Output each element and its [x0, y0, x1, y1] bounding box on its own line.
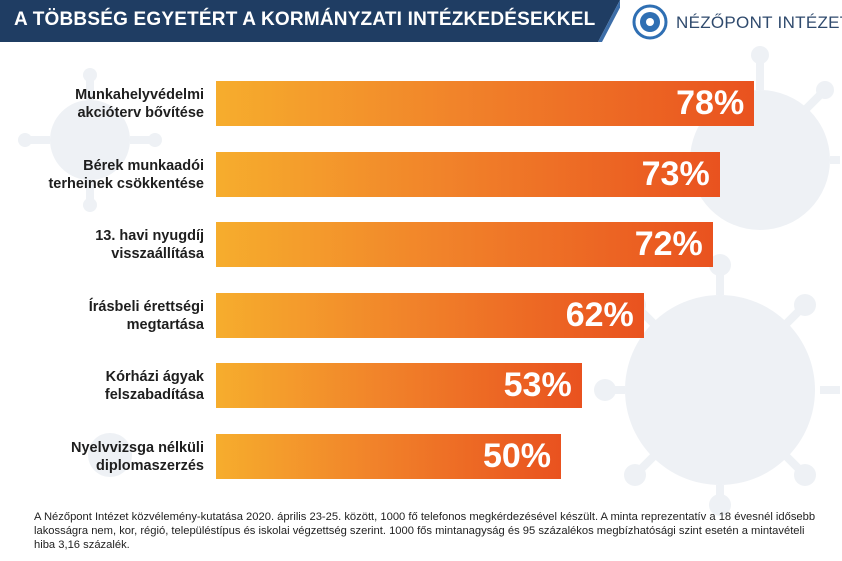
category-label: Bérek munkaadói terheinek csökkentése	[0, 157, 204, 193]
category-label-line: 13. havi nyugdíj	[95, 228, 204, 244]
footnote: A Nézőpont Intézet közvélemény-kutatása …	[34, 511, 816, 551]
nezopont-logo: NÉZŐPONT INTÉZET	[632, 4, 842, 40]
category-label-line: terheinek csökkentése	[48, 175, 204, 192]
bar: 62%	[216, 292, 644, 338]
bar-chart: Munkahelyvédelmi akcióterv bővítése 78% Bér…	[0, 81, 755, 479]
category-label-line: Nyelvvizsga nélküli	[71, 439, 204, 456]
value-label: 50%	[482, 436, 551, 475]
category-label-line: Bérek munkaadói	[83, 157, 204, 174]
value-label: 53%	[503, 366, 572, 404]
value-label: 72%	[634, 225, 703, 263]
category-label: Írásbeli érettségi megtartása	[0, 298, 204, 334]
bar: 53%	[216, 363, 582, 408]
category-label-line: megtartása	[126, 316, 204, 333]
category-label: Nyelvvizsga nélküli diplomaszerzés	[0, 439, 204, 475]
nezopont-logo-icon	[632, 4, 668, 40]
category-label-line: Kórházi ágyak	[105, 369, 204, 385]
bar: 72%	[216, 222, 713, 267]
category-label: Munkahelyvédelmi akcióterv bővítése	[0, 86, 204, 122]
category-label-line: diplomaszerzés	[96, 457, 204, 474]
bar: 50%	[216, 433, 561, 479]
header-banner: A TÖBBSÉG EGYETÉRT A KORMÁNYZATI INTÉZKE…	[0, 0, 620, 42]
category-label-line: akcióterv bővítése	[77, 105, 204, 121]
category-label-line: felszabadítása	[104, 387, 204, 403]
bar: 73%	[216, 151, 720, 197]
value-label: 62%	[565, 295, 634, 334]
header-banner-shape	[0, 0, 620, 42]
value-label: 78%	[676, 84, 745, 122]
category-label: 13. havi nyugdíj visszaállítása	[0, 227, 204, 263]
bar: 78%	[216, 81, 755, 126]
value-label: 73%	[641, 154, 710, 193]
category-label: Kórházi ágyak felszabadítása	[0, 368, 204, 404]
page-title: A TÖBBSÉG EGYETÉRT A KORMÁNYZATI INTÉZKE…	[14, 9, 596, 30]
category-label-line: visszaállítása	[111, 246, 204, 262]
logo-text: NÉZŐPONT INTÉZET	[676, 13, 842, 32]
category-label-line: Munkahelyvédelmi	[75, 87, 204, 103]
category-label-line: Írásbeli érettségi	[88, 298, 204, 315]
